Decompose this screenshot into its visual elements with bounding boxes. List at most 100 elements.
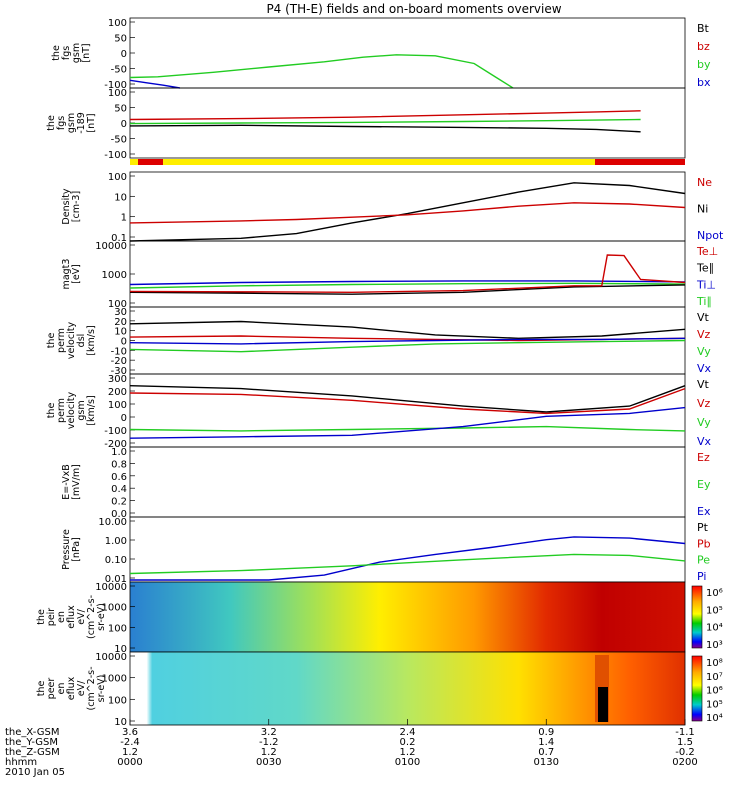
y-axis-label-line: -189: [76, 112, 87, 134]
y-tick-label: 50: [114, 34, 127, 45]
y-tick-label: 0.0: [111, 509, 127, 520]
y-tick-label: 10.00: [98, 517, 127, 528]
y-axis-label-line: peir: [46, 608, 57, 627]
y-tick-label: 100: [108, 88, 127, 99]
y-tick-label: 10: [114, 327, 127, 338]
colorbar-label: 10³: [706, 640, 723, 651]
spectrogram-fill: [130, 582, 685, 652]
y-tick-label: 300: [108, 374, 127, 385]
legend-label: Pt: [697, 521, 709, 534]
panel-fgs-bt: 100 50 0 -50 -100 the fgs gsm [nT] Bt bz by bx: [51, 17, 711, 91]
panel-frame: [129, 516, 686, 583]
y-axis-label-line: [eV]: [71, 264, 82, 284]
y-tick-label: -200: [104, 439, 127, 450]
colorbar-rect: [691, 585, 703, 649]
y-axis-label: E=-VxB [mV/m]: [61, 464, 82, 500]
series-line-bx: [129, 79, 181, 89]
spectrogram-fill: [130, 652, 685, 725]
legend-label: Vx: [697, 435, 712, 448]
panel-peer-spectrogram: 10⁸ 10⁷ 10⁶ 10⁵ 10⁴ 10000 1000 100 10 the peer en ef…: [36, 651, 723, 728]
y-axis-label: the fgs gsm -189 [nT]: [46, 112, 97, 134]
legend-label: Ti⊥: [696, 278, 716, 291]
legend-label: Vy: [697, 416, 711, 429]
series-line-Vt: [129, 320, 686, 340]
y-axis-label-line: E=-VxB: [61, 464, 72, 499]
y-tick-label: 1000: [102, 674, 127, 685]
y-tick-label: 200: [108, 387, 127, 398]
y-tick-label: -100: [104, 426, 127, 437]
y-axis-label-line: (cm^2-s-: [86, 667, 97, 711]
legend-label: bz: [697, 40, 710, 53]
plot-title: P4 (TH-E) fields and on-board moments ov…: [266, 2, 561, 16]
y-axis-label-line: gsm: [76, 400, 87, 420]
y-axis-label-line: perm: [56, 328, 67, 353]
y-tick-label: -50: [111, 65, 127, 76]
panel-perm-velocity-gsm: 300 200 100 0 -100 -200 the perm velocity gsm [km/…: [46, 373, 712, 450]
y-tick-label: 10: [114, 644, 127, 655]
series-line-Te⊥: [129, 254, 686, 294]
y-tick-label: 50: [114, 104, 127, 115]
y-axis-label: the perm velocity gsm [km/s]: [46, 392, 97, 430]
panel-peir-spectrogram: 10⁶ 10⁵ 10⁴ 10³ 10000 1000 100 10 the peir en eflux…: [36, 581, 723, 655]
colorbar-label: 10⁵: [706, 605, 723, 616]
y-axis-label-line: eV/: [76, 608, 87, 624]
legend-label: Npot: [697, 229, 724, 242]
panel-frame: [129, 171, 686, 242]
x-tick-label-time: 0030: [256, 757, 281, 768]
legend-label: Ne: [697, 176, 712, 189]
y-tick-label: 1000: [102, 603, 127, 614]
panel-temperature: 10000 1000 100 magt3 [eV] Te⊥ Te∥ Ti⊥ Ti∥: [61, 240, 718, 310]
series-line-Ti∥: [129, 282, 686, 289]
series-line-Vy: [129, 339, 686, 353]
y-tick-label: -100: [104, 150, 127, 161]
legend-label: Te∥: [696, 262, 714, 275]
series-line-Ni: [129, 182, 686, 242]
y-axis-label-line: [nPa]: [71, 537, 82, 562]
x-tick-label-y: 1.4: [538, 737, 554, 748]
legend-label: Vz: [697, 397, 711, 410]
y-axis-label-line: perm: [56, 398, 67, 423]
legend-label: by: [697, 58, 711, 71]
y-axis-label-line: en: [56, 611, 67, 623]
y-axis-label-line: gsm: [71, 43, 82, 63]
panel-efield: 1.00.8 0.60.4 0.20.0 E=-VxB [mV/m] Ez Ey Ex: [61, 446, 711, 520]
x-tick-label-z: 1.2: [122, 747, 138, 758]
y-axis-label-line: Pressure: [61, 529, 72, 570]
y-axis-label: Pressure [nPa]: [61, 529, 82, 570]
y-tick-label: -50: [111, 135, 127, 146]
legend-label: Ey: [697, 478, 711, 491]
legend-label: bx: [697, 76, 711, 89]
y-axis-label-line: peer: [46, 678, 57, 700]
legend-label: Pi: [697, 570, 706, 583]
panel-frame: [129, 17, 686, 89]
legend-label: Bt: [697, 22, 710, 35]
legend-label: Vz: [697, 328, 711, 341]
status-bar-red-end: [595, 159, 685, 165]
y-axis-label-line: fgs: [61, 46, 72, 60]
y-tick-label: -100: [104, 80, 127, 91]
y-axis-label: the peer en eflux eV/(cm^2-s-sr-eV): [36, 667, 107, 711]
y-tick-label: -20: [111, 356, 127, 367]
status-bar-red-start: [138, 159, 163, 165]
x-tick-label-time: 0000: [117, 757, 142, 768]
y-axis-label-line: [km/s]: [86, 325, 97, 355]
x-tick-label-time: 0100: [395, 757, 420, 768]
x-tick-label-x: -1.1: [675, 727, 695, 738]
y-tick-label: 0.01: [105, 574, 127, 585]
y-axis-label-line: the: [36, 609, 47, 625]
x-row-label: 2010 Jan 05: [5, 767, 65, 778]
x-tick-label-time: 0200: [672, 757, 697, 768]
y-tick-label: 0.1: [111, 233, 127, 244]
y-tick-label: 20: [114, 317, 127, 328]
y-axis-label-line: [km/s]: [86, 395, 97, 425]
y-axis-label-line: the: [46, 403, 57, 419]
y-axis-label-line: the: [51, 45, 62, 61]
y-axis-label-line: velocity: [66, 392, 77, 430]
legend-label: Ez: [697, 451, 710, 464]
y-tick-label: 10: [114, 717, 127, 728]
panel-pressure: 10.00 1.00 0.10 0.01 Pressure [nPa] Pt Pb Pe Pi: [61, 516, 711, 585]
x-tick-label-y: 0.2: [400, 737, 416, 748]
y-axis-label-line: sr-eV): [96, 675, 107, 703]
y-tick-label: 0: [121, 49, 127, 60]
